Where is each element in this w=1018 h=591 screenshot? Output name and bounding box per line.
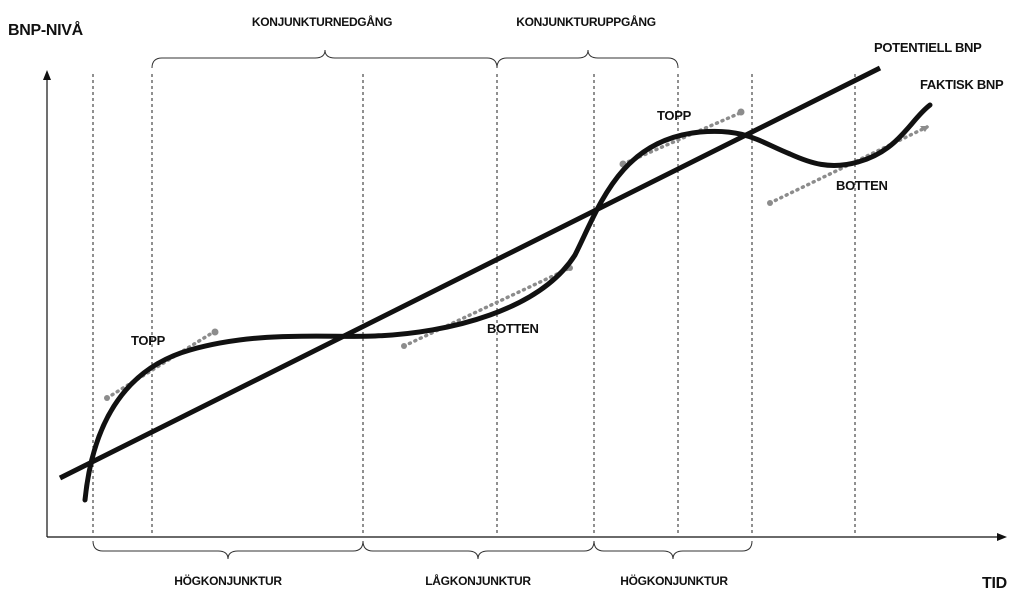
potential-gdp-line bbox=[58, 65, 882, 481]
series-potential-label: POTENTIELL BNP bbox=[874, 40, 982, 55]
brace-downturn bbox=[151, 49, 498, 69]
x-axis-label: TID bbox=[982, 575, 1007, 591]
y-axis-label: BNP-NIVÅ bbox=[8, 20, 84, 39]
phase-boom-1-label: HÖGKONJUNKTUR bbox=[174, 573, 282, 588]
peak-2-label: TOPP bbox=[657, 108, 692, 123]
tangent-trough-2 bbox=[767, 125, 929, 206]
brace-boom-1 bbox=[92, 540, 364, 560]
peak-1-label: TOPP bbox=[131, 333, 166, 348]
trough-2-label: BOTTEN bbox=[836, 178, 888, 193]
trough-1-label: BOTTEN bbox=[487, 321, 539, 336]
phase-upturn-label: KONJUNKTURUPPGÅNG bbox=[516, 14, 656, 29]
series-actual-label: FAKTISK BNP bbox=[920, 77, 1004, 92]
brace-boom-2 bbox=[593, 540, 753, 560]
brace-recession bbox=[362, 540, 595, 560]
brace-upturn bbox=[496, 49, 679, 69]
tangent-peak-1 bbox=[104, 328, 219, 401]
actual-gdp-curve bbox=[82, 102, 933, 503]
y-axis-arrow-icon bbox=[43, 70, 51, 80]
phase-boom-2-label: HÖGKONJUNKTUR bbox=[620, 573, 728, 588]
tangent-trough-1 bbox=[401, 265, 573, 349]
phase-recession-label: LÅGKONJUNKTUR bbox=[425, 573, 531, 588]
x-axis-arrow-icon bbox=[997, 533, 1007, 541]
phase-downturn-label: KONJUNKTURNEDGÅNG bbox=[252, 14, 392, 29]
